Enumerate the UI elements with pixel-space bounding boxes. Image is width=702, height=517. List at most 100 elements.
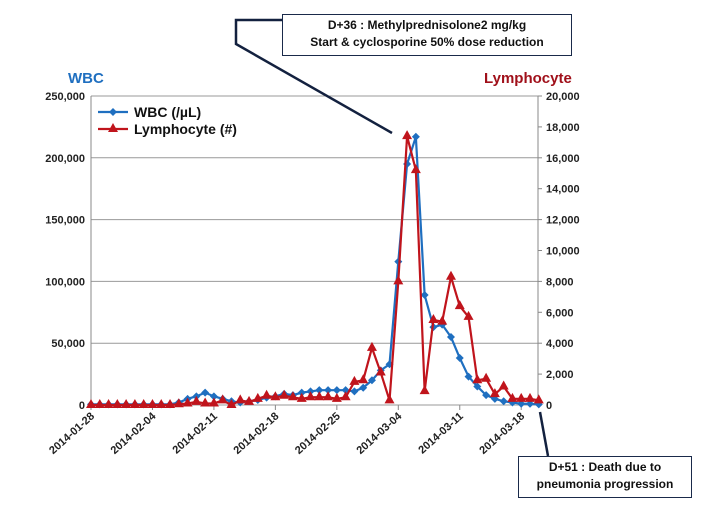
y-right-tick-label: 2,000 [546,369,574,381]
lymphocyte-point [410,164,421,174]
lymphocyte-point [516,392,527,402]
x-tick-label: 2014-02-11 [171,410,220,456]
lymphocyte-point [393,275,404,285]
lymphocyte-point [191,395,202,405]
lymphocyte-point [366,341,377,351]
y-right-tick-label: 6,000 [546,307,574,319]
wbc-point [367,376,376,385]
lymphocyte-point [103,399,114,408]
series-line-wbc [91,136,539,406]
legend-triangle-icon [108,123,118,132]
lymphocyte-point [358,374,369,384]
wbc-point [446,333,455,342]
lymphocyte-point [261,389,272,399]
y-right-tick-label: 4,000 [546,338,574,350]
lymphocyte-point [445,270,456,280]
annotation-d51-leader [538,411,550,457]
lymphocyte-point [121,399,132,408]
x-tick-label: 2014-01-28 [47,410,97,457]
y-right-tick-label: 16,000 [546,153,580,165]
lymphocyte-point [86,399,96,408]
lymphocyte-point [200,397,211,407]
y-left-tick-label: 100,000 [45,276,85,288]
lymphocyte-point [428,314,439,324]
wbc-point [411,132,420,141]
lymphocyte-point [331,392,342,402]
lymphocyte-point [138,399,149,408]
wbc-point [499,397,508,406]
annotation-d36: D+36 : Methylprednisolone2 mg/kg Start &… [282,14,572,56]
lymphocyte-point [507,392,518,402]
lymphocyte-point [437,315,448,325]
lymphocyte-point [481,372,492,382]
legend-diamond-icon [109,108,117,116]
wbc-point [201,388,210,397]
lymphocyte-point [305,391,316,401]
lymphocyte-point [165,399,176,408]
lymphocyte-point [235,394,246,404]
lymphocyte-point [296,392,307,402]
x-tick-label: 2014-03-11 [416,410,465,456]
wbc-point [359,383,368,392]
annotation-d36-line1: D+36 : Methylprednisolone2 mg/kg [327,18,527,32]
annotation-d36-line2: Start & cyclosporine 50% dose reduction [310,35,544,49]
x-tick-label: 2014-03-18 [477,410,527,457]
lymphocyte-point [112,399,123,408]
lymphocyte-point [270,391,281,401]
wbc-point [350,387,359,396]
lymphocyte-point [419,385,430,395]
wbc-point [324,386,333,395]
y-left-tick-label: 0 [79,400,85,412]
lymphocyte-point [217,394,228,404]
lymphocyte-point [454,300,465,310]
wbc-point [420,290,429,299]
wbc-point [209,392,218,401]
lymphocyte-point [323,391,334,401]
right-axis-title: Lymphocyte [484,70,572,87]
lymphocyte-point [533,394,544,404]
y-right-tick-label: 0 [546,400,552,412]
lymphocyte-point [340,391,351,401]
lymphocyte-point [287,391,298,401]
wbc-point [473,382,482,391]
legend-label: WBC (/µL) [134,104,201,120]
y-left-tick-label: 150,000 [45,215,85,227]
lymphocyte-point [208,397,219,407]
wbc-point [482,391,491,400]
lymphocyte-point [156,399,167,408]
y-left-tick-label: 250,000 [45,91,85,103]
series-line-lymphocyte [91,135,539,407]
wbc-point [332,386,341,395]
lymphocyte-point [226,399,237,408]
lymphocyte-point [314,391,325,401]
lymphocyte-point [173,398,184,408]
y-right-tick-label: 12,000 [546,215,580,227]
x-tick-label: 2014-03-04 [354,410,405,457]
x-tick-label: 2014-02-25 [293,410,343,457]
lymphocyte-point [463,310,474,320]
x-tick-label: 2014-02-18 [232,410,282,457]
lymphocyte-point [129,399,140,408]
wbc-point [464,372,473,381]
legend-label: Lymphocyte (#) [134,121,237,137]
annotation-d36-leader [234,18,393,135]
y-right-tick-label: 10,000 [546,246,580,258]
wbc-point [297,388,306,397]
lymphocyte-point [279,389,290,399]
lymphocyte-point [147,399,158,408]
annotation-d51-line1: D+51 : Death due to [548,460,662,474]
y-right-tick-label: 14,000 [546,184,580,196]
annotation-d51: D+51 : Death due to pneumonia progressio… [518,456,692,498]
y-right-tick-label: 8,000 [546,276,574,288]
y-left-tick-label: 50,000 [51,338,85,350]
annotation-d51-line2: pneumonia progression [536,477,674,491]
lymphocyte-point [525,392,535,402]
lymphocyte-point [489,388,500,398]
lymphocyte-point [498,380,509,390]
lymphocyte-point [252,392,263,402]
lymphocyte-point [472,374,483,384]
lymphocyte-point [182,397,193,407]
lymphocyte-point [349,375,360,385]
